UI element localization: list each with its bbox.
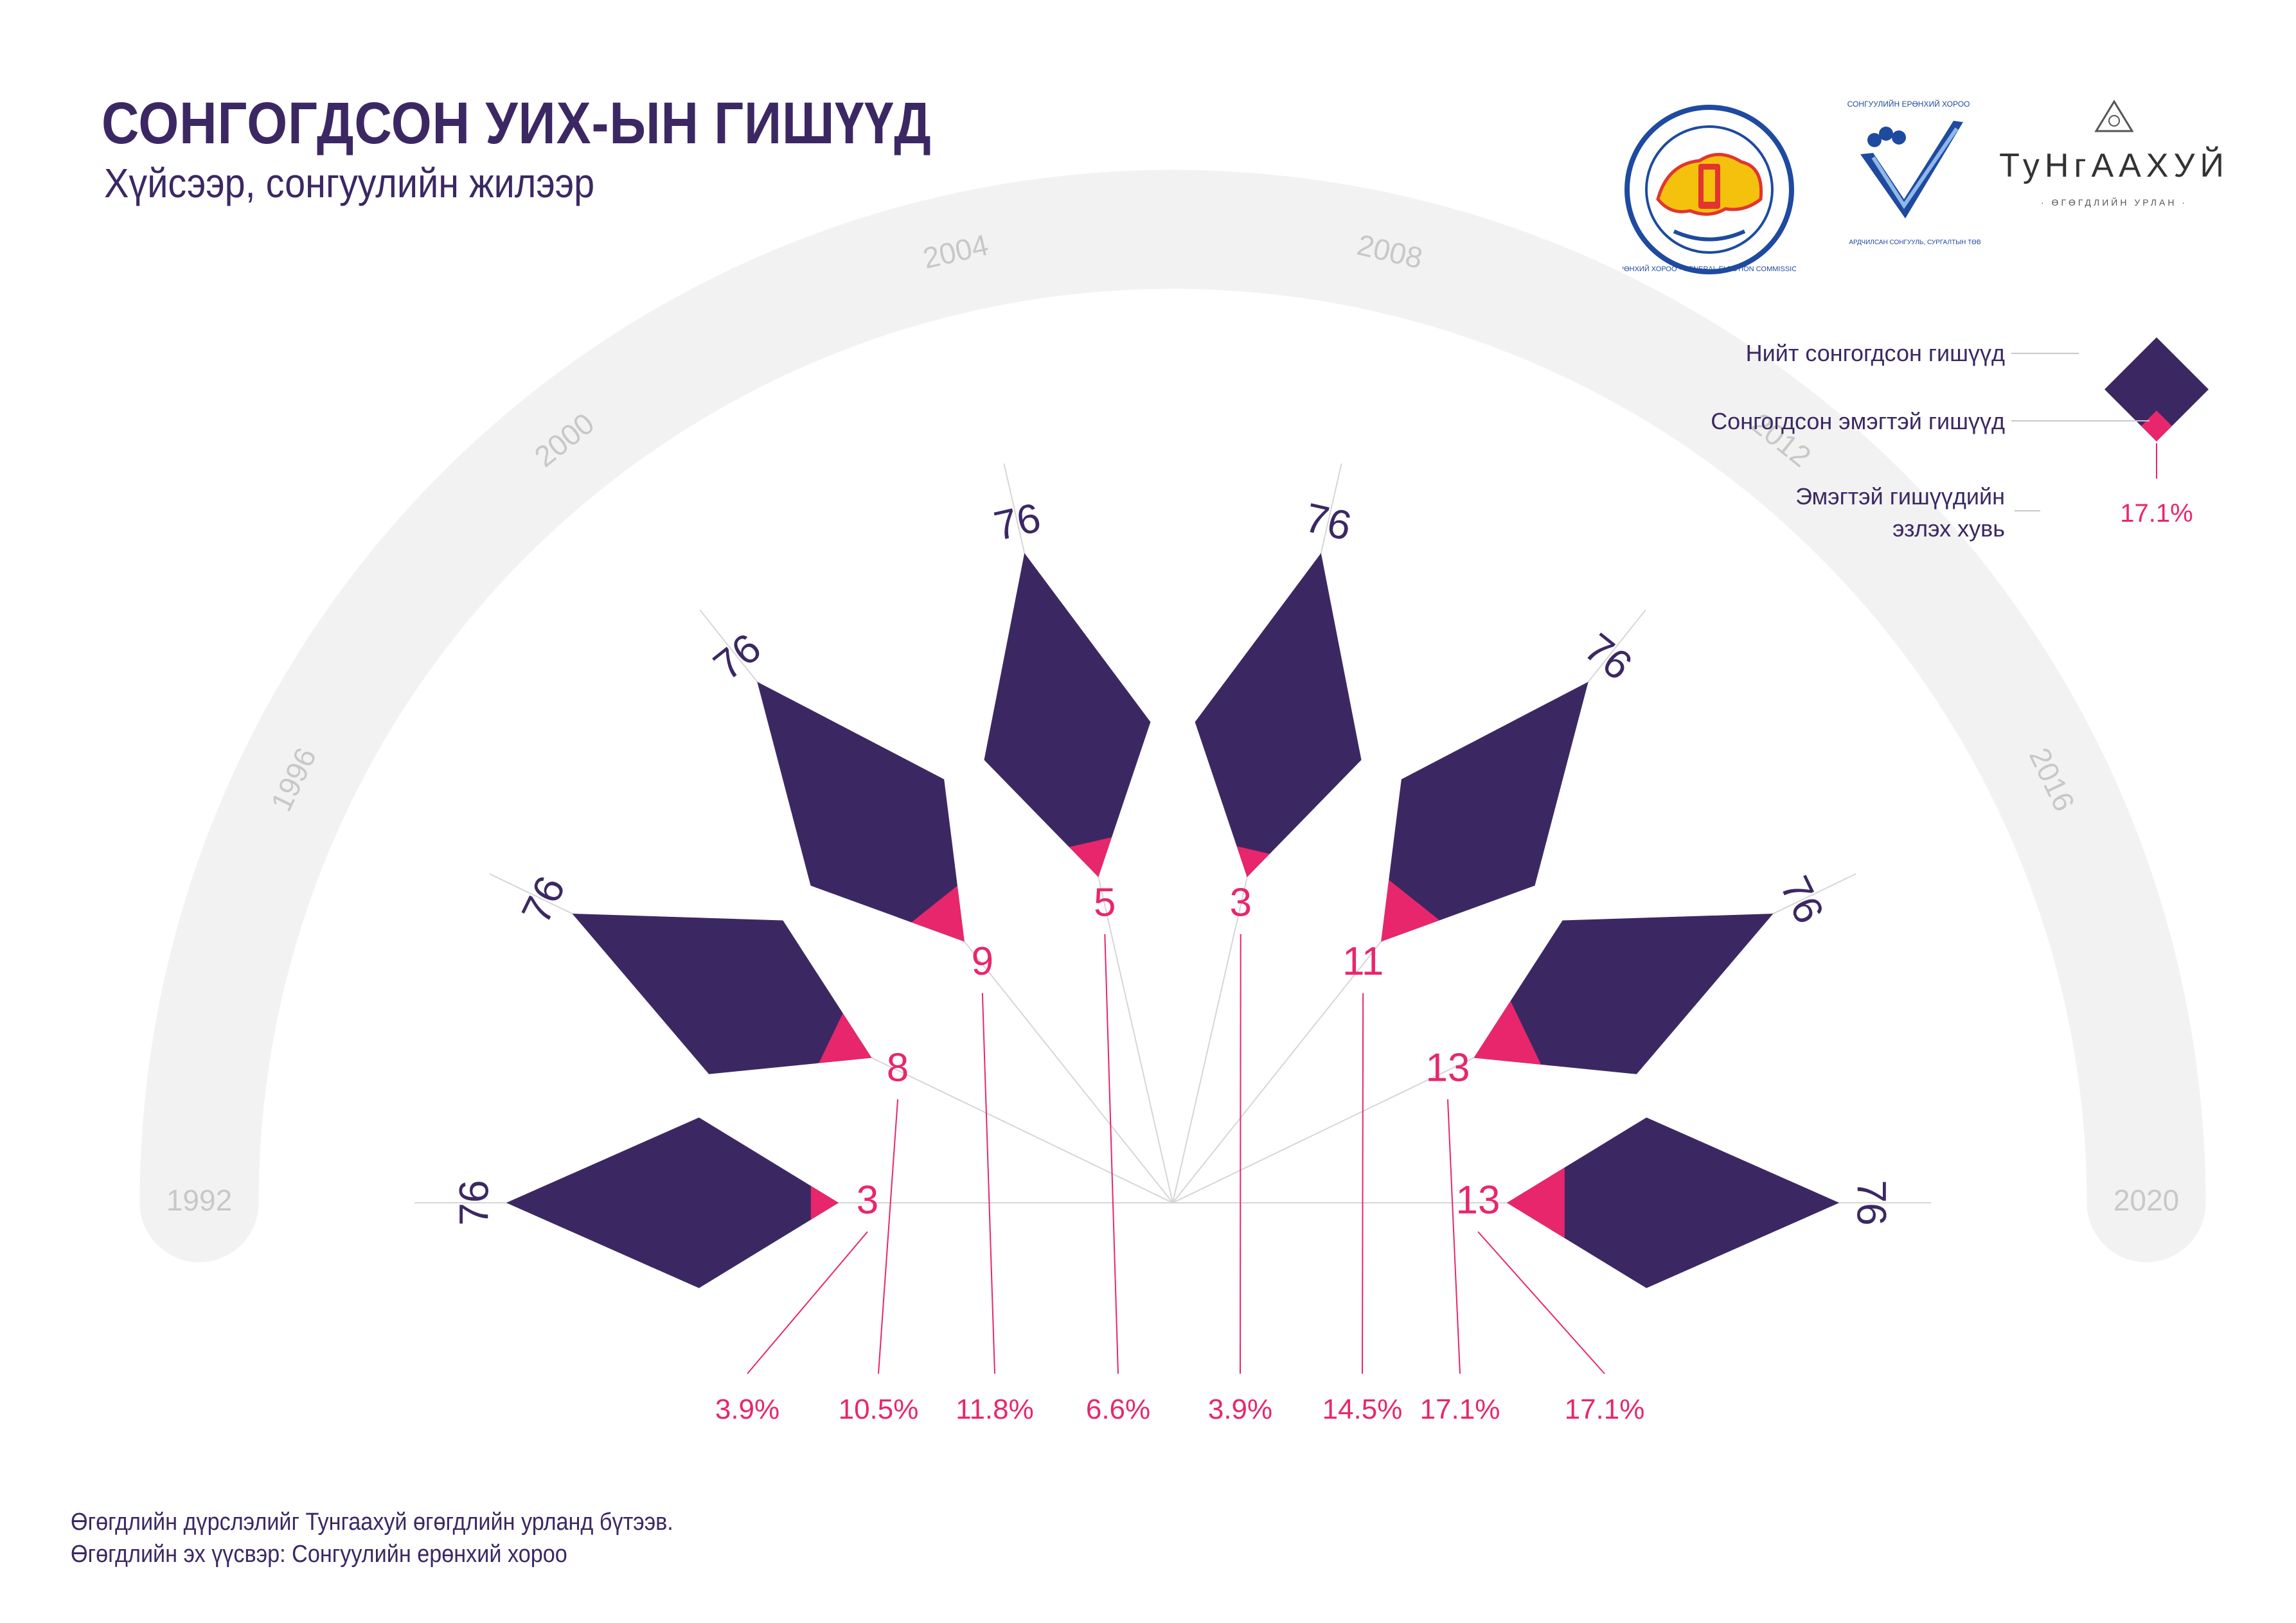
women-label-2000: 9 bbox=[972, 939, 993, 984]
women-label-1996: 8 bbox=[887, 1045, 909, 1090]
share-label-2000: 11.8% bbox=[956, 1394, 1034, 1425]
page-title: СОНГОГДСОН УИХ-ЫН ГИШҮҮД bbox=[102, 91, 932, 156]
women-label-2016: 13 bbox=[1425, 1045, 1470, 1090]
share-label-2016: 17.1% bbox=[1420, 1394, 1500, 1425]
total-label-1992: 76 bbox=[451, 1180, 497, 1225]
women-diamond-2000 bbox=[911, 885, 965, 942]
legend-women-diamond bbox=[2141, 411, 2172, 441]
total-diamond-2004 bbox=[984, 553, 1151, 878]
share-label-2004: 6.6% bbox=[1086, 1394, 1150, 1425]
tungaakhui-tagline: · ӨГӨГДЛИЙН УРЛАН · bbox=[2041, 197, 2187, 208]
women-diamond-2008 bbox=[1236, 846, 1270, 878]
share-leader-2000 bbox=[981, 993, 995, 1374]
women-diamond-2020 bbox=[1507, 1167, 1565, 1238]
footer-credit: Өгөгдлийн дүрслэлийг Тунгаахуй өгөгдлийн… bbox=[71, 1509, 673, 1536]
total-label-2008: 76 bbox=[1301, 494, 1355, 549]
legend-share-label-line1: Эмэгтэй гишүүдийн bbox=[1795, 483, 2005, 510]
total-diamond-1996 bbox=[572, 913, 872, 1074]
share-leader-2012 bbox=[1362, 993, 1364, 1374]
total-label-2012: 76 bbox=[1576, 625, 1641, 689]
legend-total-diamond bbox=[2105, 337, 2209, 441]
share-label-1992: 3.9% bbox=[715, 1394, 779, 1425]
tungaakhui-logo: ТуНгААХУЙ · ӨГӨГДЛИЙН УРЛАН · bbox=[1999, 100, 2229, 208]
women-diamond-2012 bbox=[1381, 880, 1440, 942]
legend: Нийт сонгогдсон гишүүд Сонгогдсон эмэгтэ… bbox=[1711, 337, 2209, 542]
women-label-2012: 11 bbox=[1342, 939, 1384, 984]
total-label-2020: 76 bbox=[1848, 1180, 1894, 1225]
total-diamond-1992 bbox=[506, 1117, 839, 1288]
page-subtitle: Хүйсээр, сонгуулийн жилээр bbox=[104, 160, 595, 206]
legend-share-label-line2: эзлэх хувь bbox=[1892, 515, 2005, 542]
legend-share-example: 17.1% bbox=[2120, 499, 2193, 528]
total-diamond-2000 bbox=[757, 682, 965, 942]
women-label-2008: 3 bbox=[1229, 880, 1251, 925]
women-diamond-1992 bbox=[810, 1185, 839, 1220]
share-leader-2016 bbox=[1446, 1099, 1461, 1374]
share-label-2012: 14.5% bbox=[1322, 1394, 1403, 1425]
gec2-bottom-text: АРДЧИЛСАН СОНГУУЛЬ, СУРГАЛТЫН ТӨВ bbox=[1849, 239, 1981, 246]
women-label-1992: 3 bbox=[857, 1178, 878, 1222]
share-leader-1996 bbox=[878, 1099, 899, 1374]
total-diamond-2008 bbox=[1195, 553, 1362, 878]
total-label-2016: 76 bbox=[1772, 869, 1833, 930]
total-diamond-2020 bbox=[1507, 1117, 1840, 1288]
share-label-1996: 10.5% bbox=[839, 1394, 919, 1425]
year-label-1992: 1992 bbox=[166, 1184, 232, 1217]
year-label-2020: 2020 bbox=[2114, 1184, 2179, 1217]
share-label-2008: 3.9% bbox=[1208, 1394, 1272, 1425]
share-leader-2004 bbox=[1104, 934, 1119, 1374]
tungaakhui-name: ТуНгААХУЙ bbox=[1999, 146, 2229, 184]
share-leader-2008 bbox=[1240, 934, 1241, 1374]
women-label-2020: 13 bbox=[1456, 1178, 1500, 1222]
total-diamond-2012 bbox=[1381, 682, 1589, 942]
women-diamond-2016 bbox=[1473, 1000, 1542, 1065]
total-label-1996: 76 bbox=[513, 869, 574, 930]
gec-ring-text: СОНГУУЛИЙН ЕРӨНХИЙ ХОРОО · GENERAL ELECT… bbox=[1623, 265, 1796, 273]
women-diamond-2004 bbox=[1069, 837, 1112, 878]
legend-total-label: Нийт сонгогдсон гишүүд bbox=[1746, 340, 2005, 366]
share-leader-1992 bbox=[747, 1231, 868, 1374]
total-label-2000: 76 bbox=[705, 625, 770, 689]
total-diamond-2016 bbox=[1473, 913, 1774, 1074]
legend-women-label: Сонгогдсон эмэгтэй гишүүд bbox=[1711, 408, 2005, 434]
share-leader-2020 bbox=[1477, 1231, 1605, 1374]
share-label-2020: 17.1% bbox=[1565, 1394, 1645, 1425]
footer-source: Өгөгдлийн эх үүсвэр: Сонгуулийн ерөнхий … bbox=[71, 1541, 567, 1568]
gec2-top-text: СОНГУУЛИЙН ЕРӨНХИЙ ХОРОО bbox=[1847, 99, 1970, 109]
gec-emblem-logo: СОНГУУЛИЙН ЕРӨНХИЙ ХОРОО · GENERAL ELECT… bbox=[1623, 105, 1796, 274]
total-label-2004: 76 bbox=[990, 494, 1044, 549]
women-diamond-1996 bbox=[819, 1013, 872, 1063]
women-label-2004: 5 bbox=[1094, 880, 1116, 925]
gec-checkmark-logo: СОНГУУЛИЙН ЕРӨНХИЙ ХОРОО АРДЧИЛСАН СОНГУ… bbox=[1847, 99, 1981, 246]
year-arc-band bbox=[139, 170, 2206, 1263]
